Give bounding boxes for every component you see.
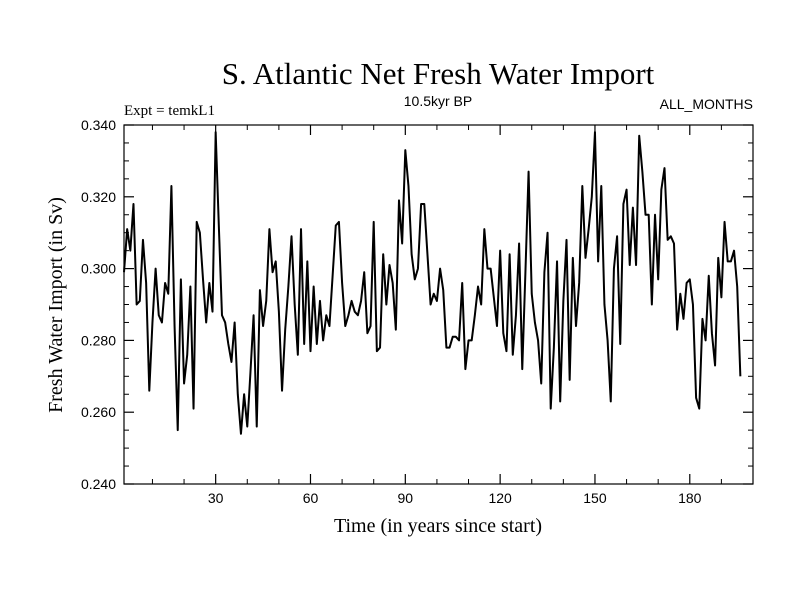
y-axis-label: Fresh Water Import (in Sv)	[45, 197, 67, 413]
y-tick-label: 0.280	[81, 332, 116, 348]
subtitle-period: 10.5kyr BP	[404, 93, 472, 109]
y-tick-label: 0.260	[81, 404, 116, 420]
x-tick-label: 180	[678, 490, 702, 506]
x-tick-label: 150	[583, 490, 607, 506]
y-tick-label: 0.320	[81, 189, 116, 205]
chart-title: S. Atlantic Net Fresh Water Import	[222, 56, 655, 91]
x-tick-label: 60	[303, 490, 319, 506]
subtitle-months: ALL_MONTHS	[660, 96, 753, 112]
x-axis-label: Time (in years since start)	[334, 515, 542, 537]
x-axis-ticks: 30 60 90 120 150 180	[151, 125, 754, 506]
series-line-fresh-water-import	[123, 131, 742, 435]
plot-frame	[123, 124, 754, 485]
x-tick-label: 120	[488, 490, 512, 506]
y-tick-label: 0.340	[81, 117, 116, 133]
subtitle-experiment: Expt = temkL1	[124, 103, 215, 119]
y-tick-label: 0.300	[81, 261, 116, 277]
x-tick-label: 30	[208, 490, 224, 506]
x-tick-label: 90	[398, 490, 414, 506]
y-axis-ticks: 0.240 0.260 0.280 0.300 0.320 0.340	[81, 117, 753, 492]
y-tick-label: 0.240	[81, 476, 116, 492]
